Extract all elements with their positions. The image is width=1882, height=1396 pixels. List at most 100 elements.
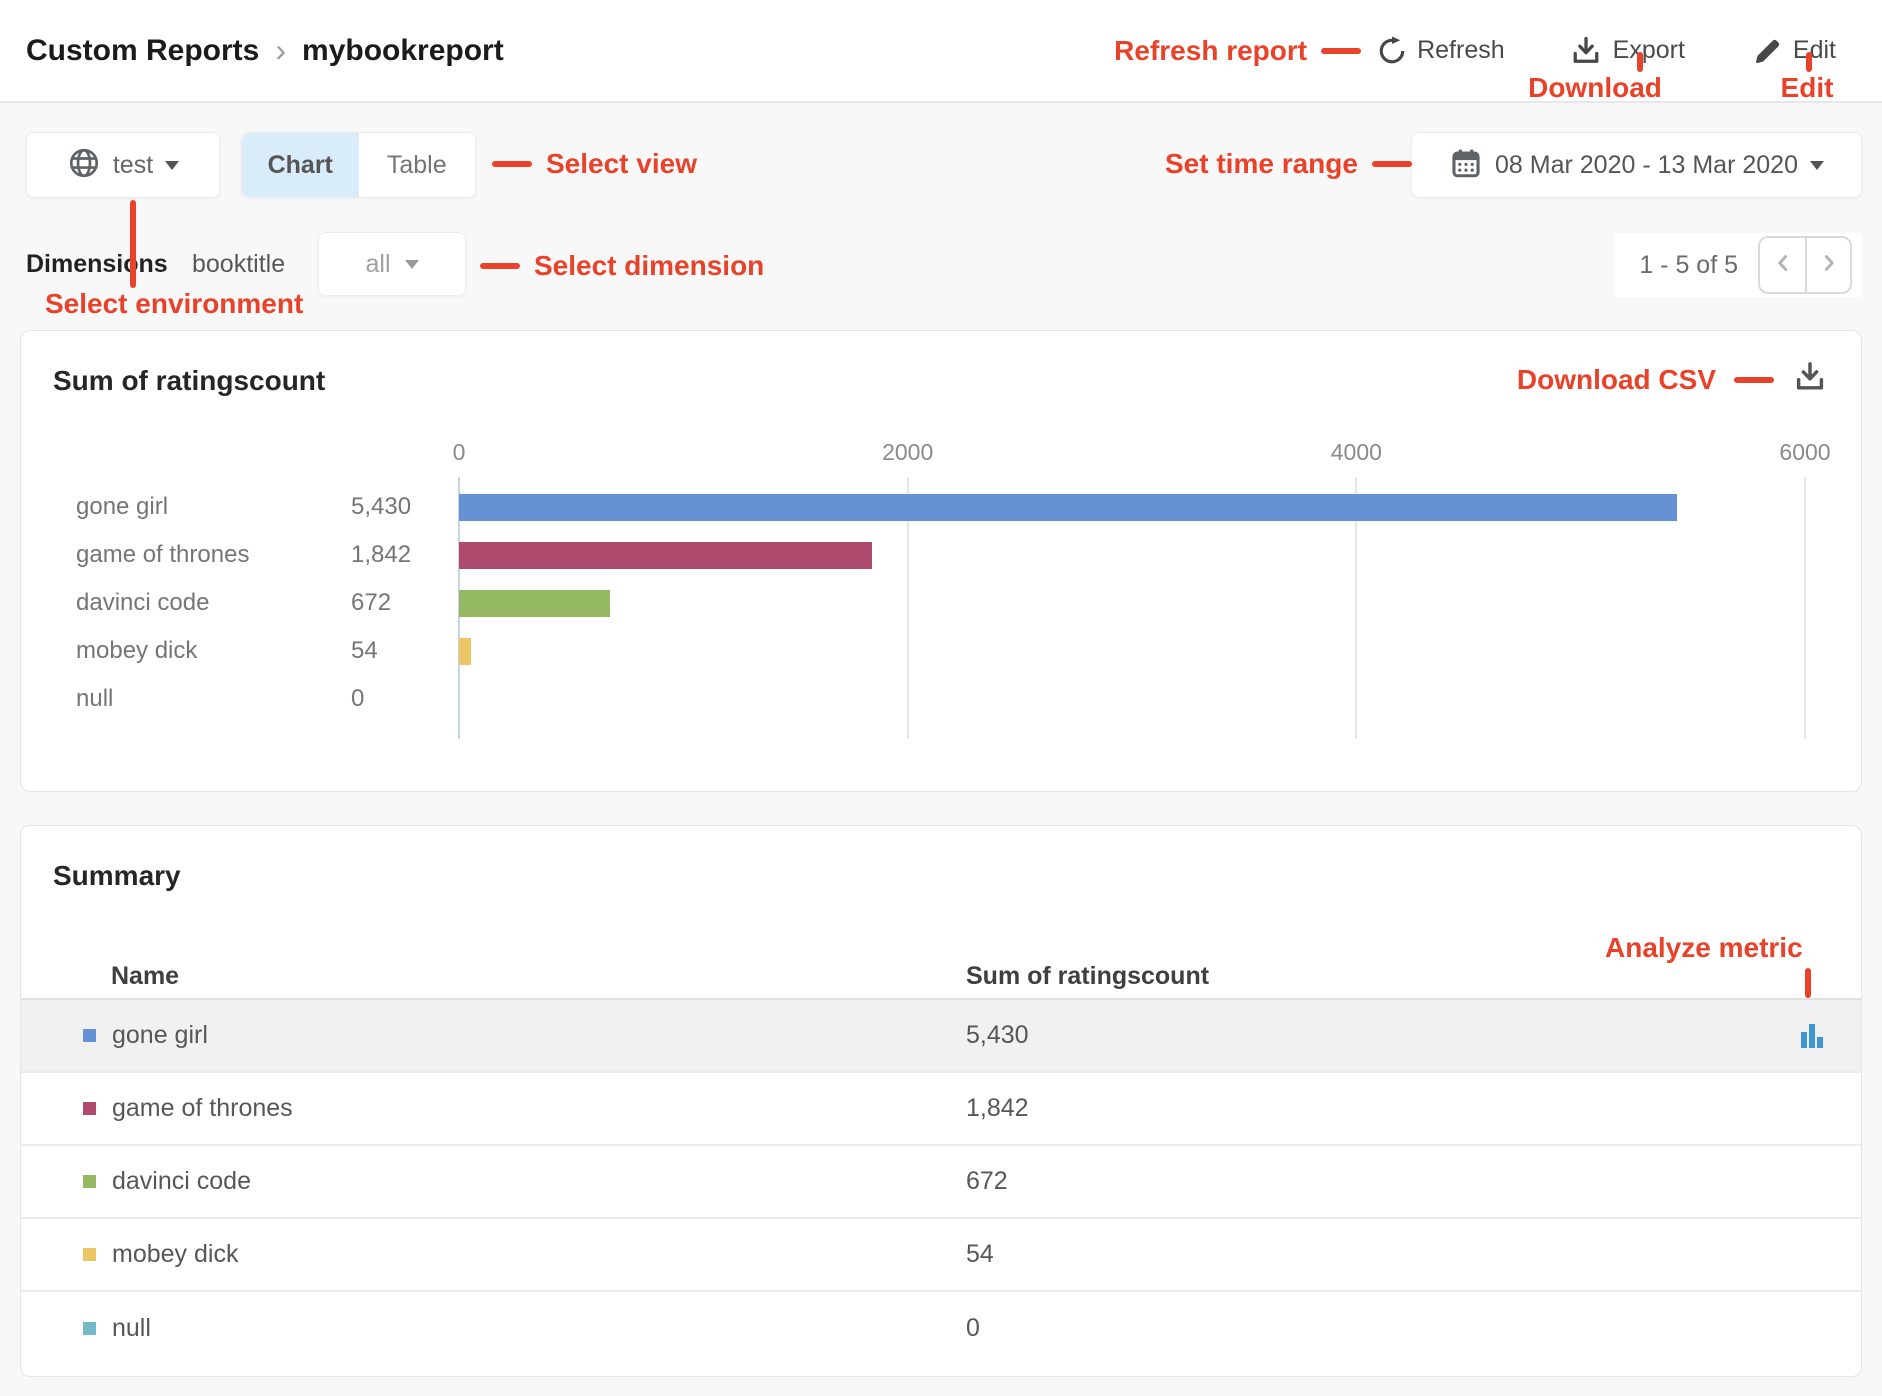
annotation-edit: Edit (1732, 72, 1882, 104)
series-color-swatch (83, 1175, 96, 1188)
annotation-set-time-range-group: Set time range (1165, 148, 1412, 180)
dimension-filter-value: all (365, 250, 390, 279)
row-name: game of thrones (112, 1094, 293, 1123)
summary-table: Name Sum of ratingscount gone girl 5,430… (21, 954, 1861, 1365)
summary-title: Summary (53, 860, 181, 892)
row-name: mobey dick (112, 1240, 238, 1269)
annotation-refresh-report: Refresh report (1114, 35, 1307, 67)
analyze-metric-icon[interactable] (1801, 1024, 1823, 1048)
chart-category-label: mobey dick (21, 637, 351, 665)
summary-panel: Summary Analyze metric Name Sum of ratin… (20, 825, 1862, 1377)
axis-tick: 6000 (1779, 439, 1830, 466)
pagination-range: 1 - 5 of 5 (1639, 251, 1738, 280)
column-header-name: Name (21, 962, 966, 991)
chevron-left-icon (1770, 250, 1796, 281)
pencil-icon (1751, 35, 1783, 67)
page-title: mybookreport (302, 34, 504, 68)
globe-icon (67, 146, 101, 185)
environment-select[interactable]: test (26, 132, 220, 198)
chart-bar[interactable] (459, 494, 1677, 521)
row-value: 672 (966, 1167, 1861, 1196)
view-toggle: Chart Table (241, 132, 476, 198)
chart-row: null 0 (21, 675, 1861, 723)
download-csv-group: Download CSV (1517, 359, 1828, 400)
chart-bar-track (459, 638, 1805, 665)
annotation-download-csv: Download CSV (1517, 364, 1716, 396)
annotation-select-dimension-group: Select dimension (480, 250, 764, 282)
pagination-next-button[interactable] (1805, 238, 1850, 292)
annotation-download: Download (1500, 72, 1690, 104)
breadcrumb: Custom Reports › mybookreport (26, 0, 504, 101)
chevron-right-icon (1816, 250, 1842, 281)
table-row[interactable]: gone girl 5,430 (21, 1000, 1861, 1073)
refresh-icon (1377, 36, 1407, 66)
series-color-swatch (83, 1029, 96, 1042)
row-value: 0 (966, 1314, 1861, 1343)
series-color-swatch (83, 1248, 96, 1261)
table-row[interactable]: mobey dick 54 (21, 1219, 1861, 1292)
chart-category-label: davinci code (21, 589, 351, 617)
refresh-button[interactable]: Refresh (1377, 36, 1505, 66)
row-value: 1,842 (966, 1094, 1861, 1123)
breadcrumb-section[interactable]: Custom Reports (26, 34, 259, 68)
chart-bar-track (459, 590, 1805, 617)
chart-rows: gone girl 5,430 game of thrones 1,842 da… (21, 483, 1861, 723)
annotation-select-environment: Select environment (45, 288, 303, 320)
row-name: null (112, 1314, 151, 1343)
row-name: gone girl (112, 1021, 208, 1050)
annotation-select-view: Select view (546, 148, 697, 180)
chart-value-label: 1,842 (351, 541, 459, 569)
summary-table-body: gone girl 5,430 game of thrones 1,842 da… (21, 1000, 1861, 1365)
chart-value-label: 0 (351, 685, 459, 713)
row-name: davinci code (112, 1167, 251, 1196)
chart-category-label: gone girl (21, 493, 351, 521)
chart-category-label: game of thrones (21, 541, 351, 569)
annotation-dash (1321, 48, 1361, 54)
chart-row: gone girl 5,430 (21, 483, 1861, 531)
row-value: 54 (966, 1240, 1861, 1269)
annotation-line-select-environment (130, 200, 136, 288)
date-range-picker[interactable]: 08 Mar 2020 - 13 Mar 2020 (1411, 132, 1862, 198)
axis-tick: 2000 (882, 439, 933, 466)
table-row[interactable]: null 0 (21, 1292, 1861, 1365)
download-icon (1569, 34, 1603, 68)
x-axis: 0200040006000 (459, 439, 1805, 467)
annotation-dash (1372, 161, 1412, 167)
environment-value: test (113, 151, 153, 180)
chart-bar[interactable] (459, 590, 610, 617)
chart-bar[interactable] (459, 638, 471, 665)
chevron-down-icon (1810, 161, 1824, 170)
table-row[interactable]: davinci code 672 (21, 1146, 1861, 1219)
annotation-select-dimension: Select dimension (534, 250, 764, 282)
chart-bar-track (459, 542, 1805, 569)
axis-tick: 4000 (1331, 439, 1382, 466)
annotation-line-analyze-metric (1805, 968, 1811, 998)
annotation-line-edit (1806, 52, 1812, 72)
pagination: 1 - 5 of 5 (1615, 233, 1862, 297)
row-value: 5,430 (966, 1021, 1861, 1050)
chart-bar[interactable] (459, 542, 872, 569)
annotation-select-view-group: Select view (492, 148, 697, 180)
table-row[interactable]: game of thrones 1,842 (21, 1073, 1861, 1146)
tab-table[interactable]: Table (359, 133, 476, 197)
annotation-analyze-metric: Analyze metric (1605, 932, 1803, 964)
annotation-dash (1734, 377, 1774, 383)
series-color-swatch (83, 1322, 96, 1335)
column-header-metric: Sum of ratingscount (966, 962, 1861, 991)
dimension-filter-select[interactable]: all (318, 232, 466, 296)
breadcrumb-chevron-icon: › (275, 32, 286, 69)
chart-row: davinci code 672 (21, 579, 1861, 627)
chart-row: mobey dick 54 (21, 627, 1861, 675)
date-range-value: 08 Mar 2020 - 13 Mar 2020 (1495, 151, 1798, 180)
series-color-swatch (83, 1102, 96, 1115)
download-csv-button[interactable] (1792, 359, 1828, 400)
pagination-prev-button[interactable] (1760, 238, 1805, 292)
edit-button[interactable]: Edit (1751, 35, 1836, 67)
chart-bar-track (459, 494, 1805, 521)
dimensions-label: Dimensions (26, 250, 168, 279)
axis-tick: 0 (453, 439, 466, 466)
summary-table-header: Name Sum of ratingscount (21, 954, 1861, 1000)
export-button[interactable]: Export (1569, 34, 1685, 68)
tab-chart[interactable]: Chart (242, 133, 359, 197)
annotation-set-time-range: Set time range (1165, 148, 1358, 180)
